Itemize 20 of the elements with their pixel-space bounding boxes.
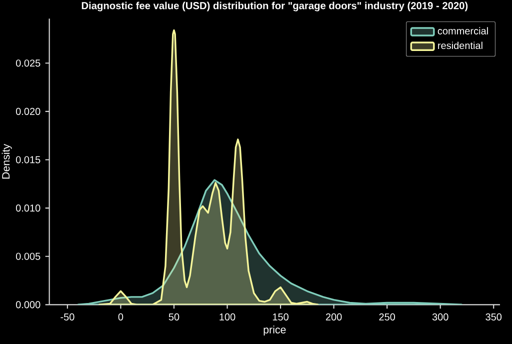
x-tick-label: 150 [272,313,288,320]
x-axis-title: price [264,326,286,336]
x-tick-label: -50 [60,313,74,320]
legend-label: commercial [438,27,488,34]
x-tick-label: 200 [326,313,342,320]
x-tick-label: 300 [432,313,448,320]
y-tick-label: 0.010 [16,204,40,212]
x-tick-label: 350 [486,313,502,320]
y-tick-label: 0.000 [16,301,40,308]
y-tick-label: 0.020 [16,108,40,115]
x-tick-label: 100 [220,313,236,320]
y-tick-label: 0.015 [16,156,40,164]
chart-title: Diagnostic fee value (USD) distribution for "garage doors" industry (2019 - 2020) [82,2,468,12]
x-tick-label: 250 [379,313,396,320]
y-tick-label: 0.005 [16,252,40,260]
y-axis-title: Density [2,144,12,179]
x-tick-label: 50 [168,313,180,320]
legend-label: residential [438,42,482,50]
y-tick-label: 0.025 [16,60,40,67]
x-tick-label: 0 [118,313,124,320]
